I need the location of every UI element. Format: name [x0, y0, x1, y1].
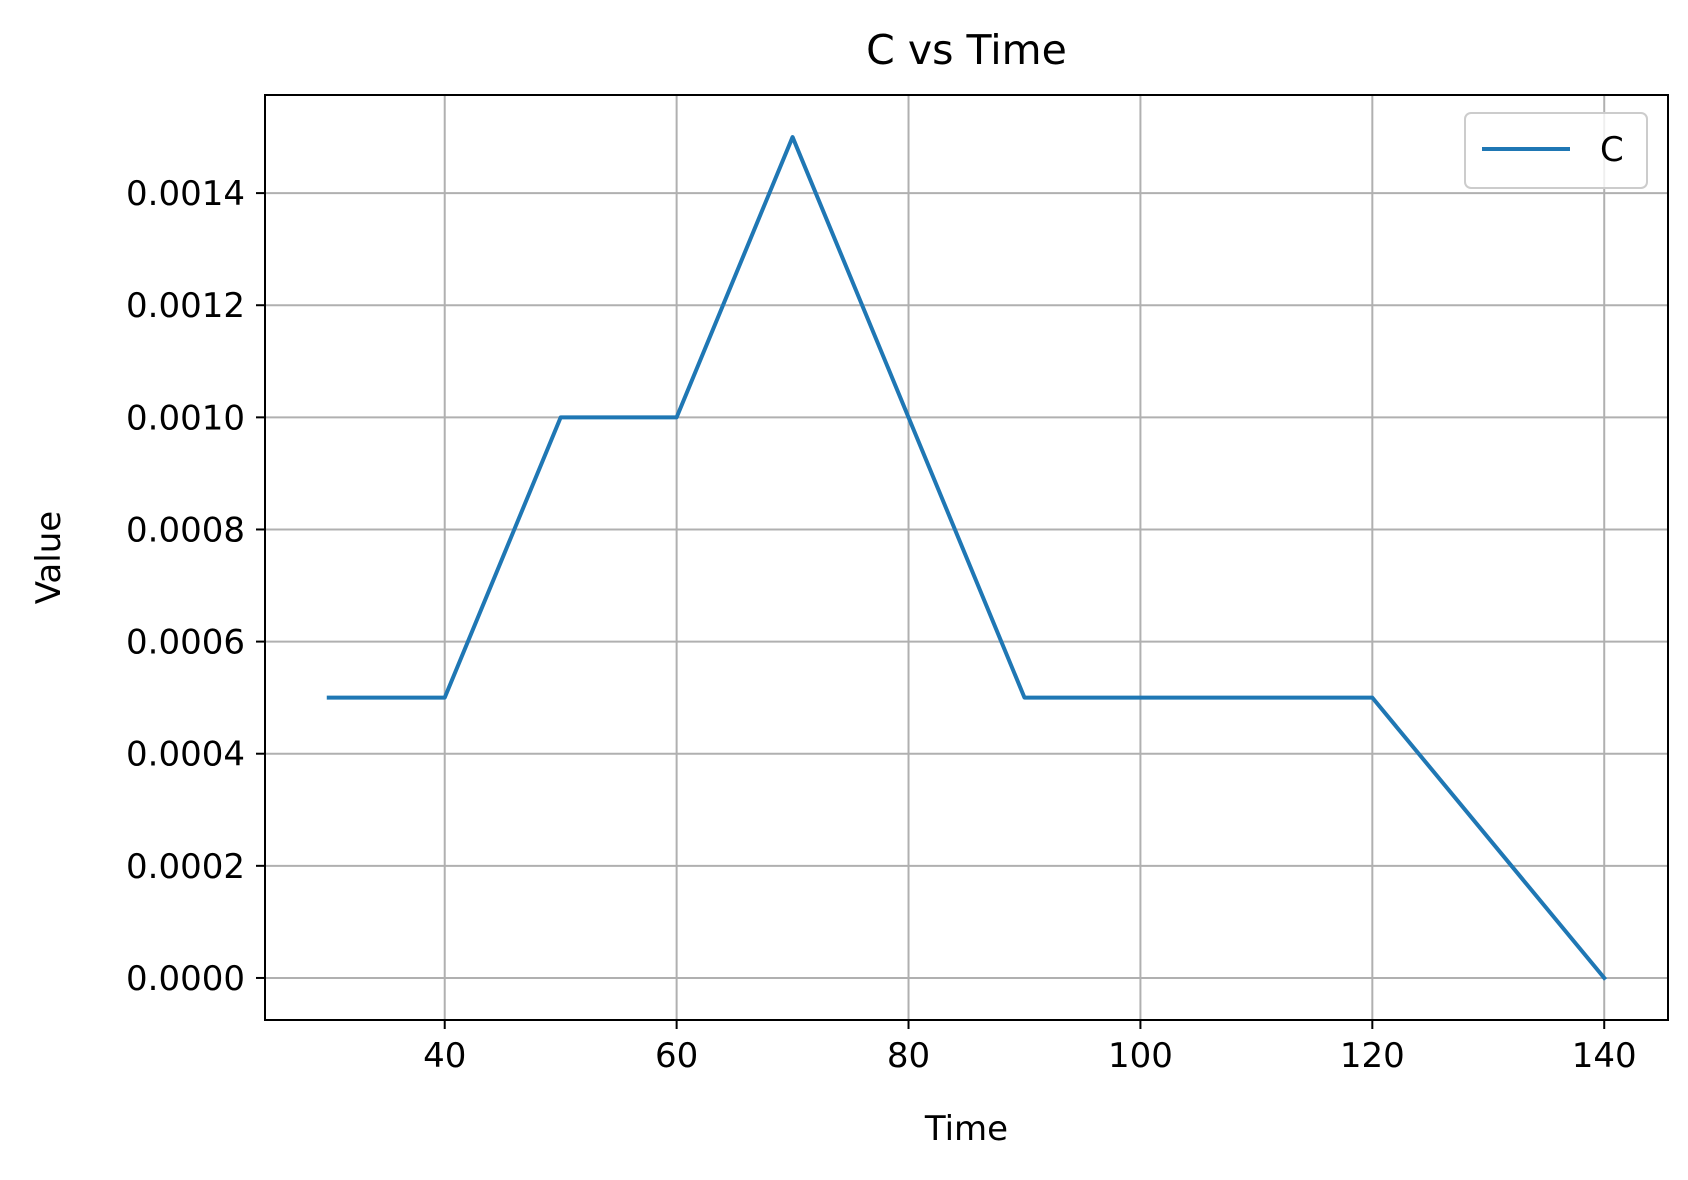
legend-label: C: [1600, 130, 1624, 170]
y-tick-label: 0.0014: [126, 174, 245, 214]
legend: C: [1464, 112, 1648, 189]
y-tick-label: 0.0000: [126, 959, 245, 999]
x-tick-label: 40: [423, 1036, 466, 1076]
x-tick-label: 120: [1340, 1036, 1405, 1076]
y-tick-label: 0.0002: [126, 847, 245, 887]
y-tick-label: 0.0012: [126, 286, 245, 326]
x-axis: 40 60 80 100 120 140: [423, 1020, 1637, 1076]
plot-frame: [264, 94, 1669, 1021]
x-tick-label: 80: [887, 1036, 930, 1076]
y-tick-label: 0.0010: [126, 398, 245, 438]
y-axis: 0.0000 0.0002 0.0004 0.0006 0.0008 0.0010 0.00…: [126, 174, 265, 999]
grid: [265, 95, 1668, 1020]
x-axis-label: Time: [924, 1109, 1008, 1149]
chart-title: C vs Time: [866, 26, 1067, 74]
y-tick-label: 0.0006: [126, 623, 245, 663]
y-tick-label: 0.0004: [126, 735, 245, 775]
y-tick-label: 0.0008: [126, 510, 245, 550]
series-line-C: [326, 135, 1608, 981]
y-axis-label: Value: [29, 511, 69, 604]
x-tick-label: 60: [655, 1036, 698, 1076]
series-layer: [326, 135, 1608, 981]
x-tick-label: 100: [1108, 1036, 1173, 1076]
x-tick-label: 140: [1572, 1036, 1637, 1076]
